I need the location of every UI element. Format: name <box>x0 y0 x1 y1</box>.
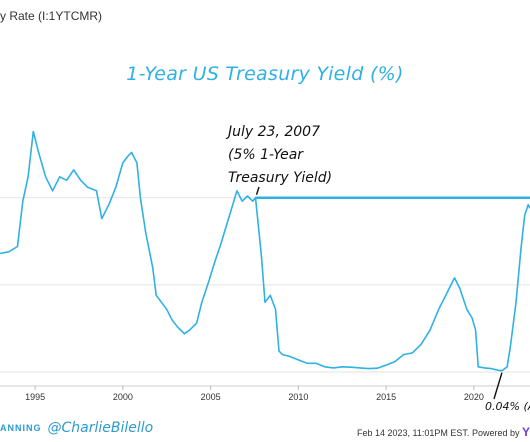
x-tick-label: 2010 <box>288 392 308 402</box>
series-header: y Rate (I:1YTCMR) <box>0 9 103 23</box>
annotation-2007: July 23, 2007 (5% 1-Year Treasury Yield) <box>228 121 332 190</box>
annotation-2007-pointer <box>255 186 260 195</box>
ycharts-logo[interactable]: Y <box>521 425 530 439</box>
annotation-2007-line-1: July 23, 2007 <box>228 124 320 140</box>
chart-title: 1-Year US Treasury Yield (%) <box>126 63 404 85</box>
annotation-2007-line-2: (5% 1-Year <box>228 147 304 163</box>
x-tick-label: 1995 <box>25 392 45 402</box>
footer-left: ANNING @CharlieBilello <box>0 419 153 437</box>
footer-powered-label: Powered by <box>471 428 520 438</box>
x-tick-label: 2000 <box>113 392 133 402</box>
x-tick-label: 2020 <box>464 392 484 402</box>
grid-layer <box>0 197 530 387</box>
x-tick-label: 2005 <box>201 392 221 402</box>
series-line <box>0 130 530 372</box>
annotation-arrows <box>255 186 503 400</box>
annotation-2007-line-3: Treasury Yield) <box>228 170 333 186</box>
footer-timestamp: Feb 14 2023, 11:01PM EST. <box>357 428 470 438</box>
series-layer <box>0 130 530 372</box>
x-tick-label: 2015 <box>376 392 396 402</box>
annotation-2020-low: 0.04% (A <box>485 400 530 413</box>
annotation-2020-pointer <box>493 372 503 400</box>
footer-right: Feb 14 2023, 11:01PM EST. Powered by Y <box>357 425 530 439</box>
x-tick-layer: 1995 2000 2005 2010 2015 2020 <box>25 386 484 402</box>
footer-handle[interactable]: @CharlieBilello <box>47 419 154 436</box>
footer-brand: ANNING <box>0 422 42 433</box>
